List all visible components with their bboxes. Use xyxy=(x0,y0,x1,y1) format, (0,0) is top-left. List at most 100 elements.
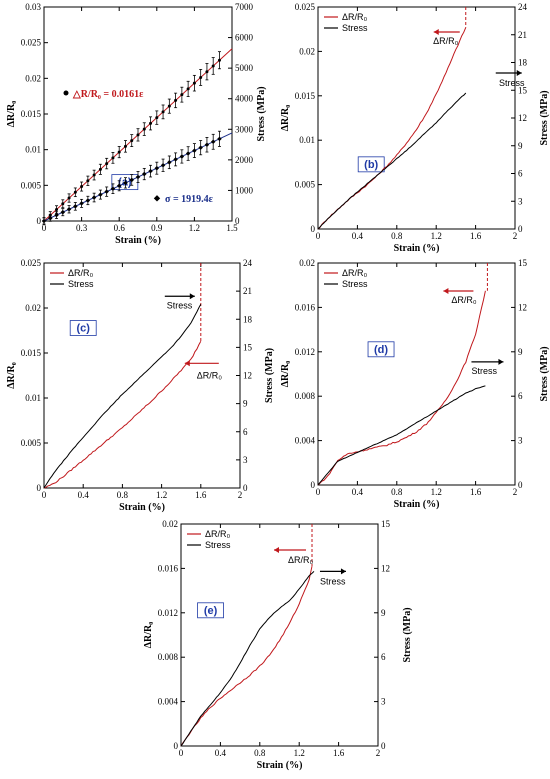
resistance-point xyxy=(86,179,90,183)
y-tick-label-left: 0.02 xyxy=(162,519,178,529)
resistance-arrow-head xyxy=(184,360,190,367)
y-tick-label-left: 0.03 xyxy=(25,2,41,12)
resistance-point xyxy=(192,81,196,85)
y-tick-label-right: 6 xyxy=(518,391,523,401)
x-tick-label: 0.4 xyxy=(215,748,227,758)
x-tick-label: 0 xyxy=(42,223,47,233)
y-tick-label-left: 0 xyxy=(311,224,316,234)
x-tick-label: 0.3 xyxy=(76,223,88,233)
legend-label-resistance: ΔR/R₀ xyxy=(68,268,94,278)
stress-point xyxy=(123,180,128,186)
resistance-point xyxy=(205,70,209,74)
stress-curve xyxy=(180,571,315,747)
resistance-point xyxy=(180,93,184,97)
resistance-arrow-label: ΔR/R₀ xyxy=(433,36,459,46)
stress-arrow-label: Stress xyxy=(320,576,346,586)
resistance-arrow-label: ΔR/R₀ xyxy=(288,555,314,565)
y-tick-label-left: 0.012 xyxy=(158,608,178,618)
y-tick-label-right: 3000 xyxy=(235,124,254,134)
plot-frame xyxy=(180,523,379,747)
plot-frame xyxy=(317,262,516,486)
stress-curve xyxy=(317,92,467,230)
y-tick-label-right: 9 xyxy=(381,608,386,618)
resistance-point xyxy=(61,202,65,206)
y-tick-label-left: 0.02 xyxy=(25,73,41,83)
y-tick-label-left: 0.012 xyxy=(295,347,315,357)
stress-point xyxy=(142,171,147,177)
stress-point xyxy=(173,157,178,162)
x-axis-label: Strain (%) xyxy=(115,235,161,246)
resistance-point xyxy=(73,190,77,194)
stress-point xyxy=(54,212,59,218)
y-tick-label-right: 0 xyxy=(235,216,240,226)
resistance-point xyxy=(117,150,121,154)
y-tick-label-right: 9 xyxy=(243,399,248,409)
x-axis-label: Strain (%) xyxy=(394,243,440,254)
x-tick-label: 0.6 xyxy=(114,223,126,233)
y-tick-label-right: 6 xyxy=(243,427,248,437)
y-tick-label-left: 0.01 xyxy=(25,393,41,403)
y-tick-label-left: 0.02 xyxy=(299,46,315,56)
chart-e: 0 0.4 0.8 1.2 1.6 200.0040.0080.0120.0160.020… xyxy=(143,519,413,771)
stress-point xyxy=(198,145,203,150)
y-tick-label-right: 12 xyxy=(243,371,252,381)
y-tick-label-right: 3 xyxy=(518,436,523,446)
resistance-arrow-head xyxy=(443,288,449,294)
stress-point xyxy=(104,189,109,194)
y-tick-label-left: 0.015 xyxy=(21,109,42,119)
y-tick-label-left: 0.025 xyxy=(295,2,316,12)
y-tick-label-left: 0.015 xyxy=(21,348,42,358)
panel-label-box xyxy=(197,602,224,619)
resistance-point xyxy=(211,64,215,68)
y-tick-label-right: 9 xyxy=(518,347,523,357)
x-tick-label: 1.2 xyxy=(156,490,167,500)
x-tick-label: 0.4 xyxy=(78,490,90,500)
y-tick-label-right: 6000 xyxy=(235,33,254,43)
x-tick-label: 0.4 xyxy=(352,487,364,497)
x-tick-label: 1.2 xyxy=(431,487,442,497)
stress-curve xyxy=(317,385,486,486)
resistance-point xyxy=(92,173,96,177)
legend-label-resistance: ΔR/R₀ xyxy=(342,12,368,22)
y-tick-label-left: 0 xyxy=(311,480,316,490)
y-tick-label-left: 0.005 xyxy=(295,180,316,190)
y-tick-label-right: 21 xyxy=(243,286,252,296)
stress-point xyxy=(148,168,153,174)
y-axis-label-left: ΔR/R₀ xyxy=(280,105,291,132)
resistance-point xyxy=(155,116,159,120)
resistance-point xyxy=(123,144,127,148)
resistance-point xyxy=(167,104,171,108)
chart-a: 0 0.3 0.6 0.9 1.2 1.500.0050.010.0150.020.025… xyxy=(6,2,267,246)
resistance-point xyxy=(142,127,146,131)
stress-fit-annotation: σ = 1919.4ε xyxy=(165,194,214,205)
legend-label-stress: Stress xyxy=(342,23,368,33)
y-tick-label-right: 6 xyxy=(381,652,386,662)
y-tick-label-left: 0.02 xyxy=(25,303,41,313)
resistance-curve xyxy=(317,290,486,486)
legend-label-stress: Stress xyxy=(68,279,94,289)
y-tick-label-right: 15 xyxy=(381,519,391,529)
x-tick-label: 0 xyxy=(316,231,321,241)
stress-curve xyxy=(43,304,202,489)
resistance-point xyxy=(80,185,84,189)
y-tick-label-left: 0.004 xyxy=(158,697,179,707)
stress-point xyxy=(192,148,197,153)
y-tick-label-left: 0 xyxy=(37,483,42,493)
x-tick-label: 1.6 xyxy=(195,490,207,500)
resistance-point xyxy=(98,167,102,171)
resistance-fit-annotation: △R/R₀ = 0.0161ε xyxy=(72,89,144,100)
legend-label-stress: Stress xyxy=(342,279,368,289)
legend-label-resistance: ΔR/R₀ xyxy=(205,529,231,539)
stress-point xyxy=(79,201,84,206)
x-tick-label: 1.5 xyxy=(226,223,238,233)
stress-point xyxy=(85,198,91,203)
stress-point xyxy=(154,165,160,171)
resistance-point xyxy=(105,162,109,166)
y-tick-label-right: 15 xyxy=(243,342,253,352)
resistance-point xyxy=(199,75,203,79)
y-tick-label-right: 15 xyxy=(518,85,528,95)
resistance-point xyxy=(55,208,59,212)
y-axis-label-left: ΔR/R₀ xyxy=(6,101,17,128)
resistance-arrow-label: ΔR/R₀ xyxy=(197,370,223,380)
y-axis-label-right: Stress (MPa) xyxy=(539,346,550,401)
